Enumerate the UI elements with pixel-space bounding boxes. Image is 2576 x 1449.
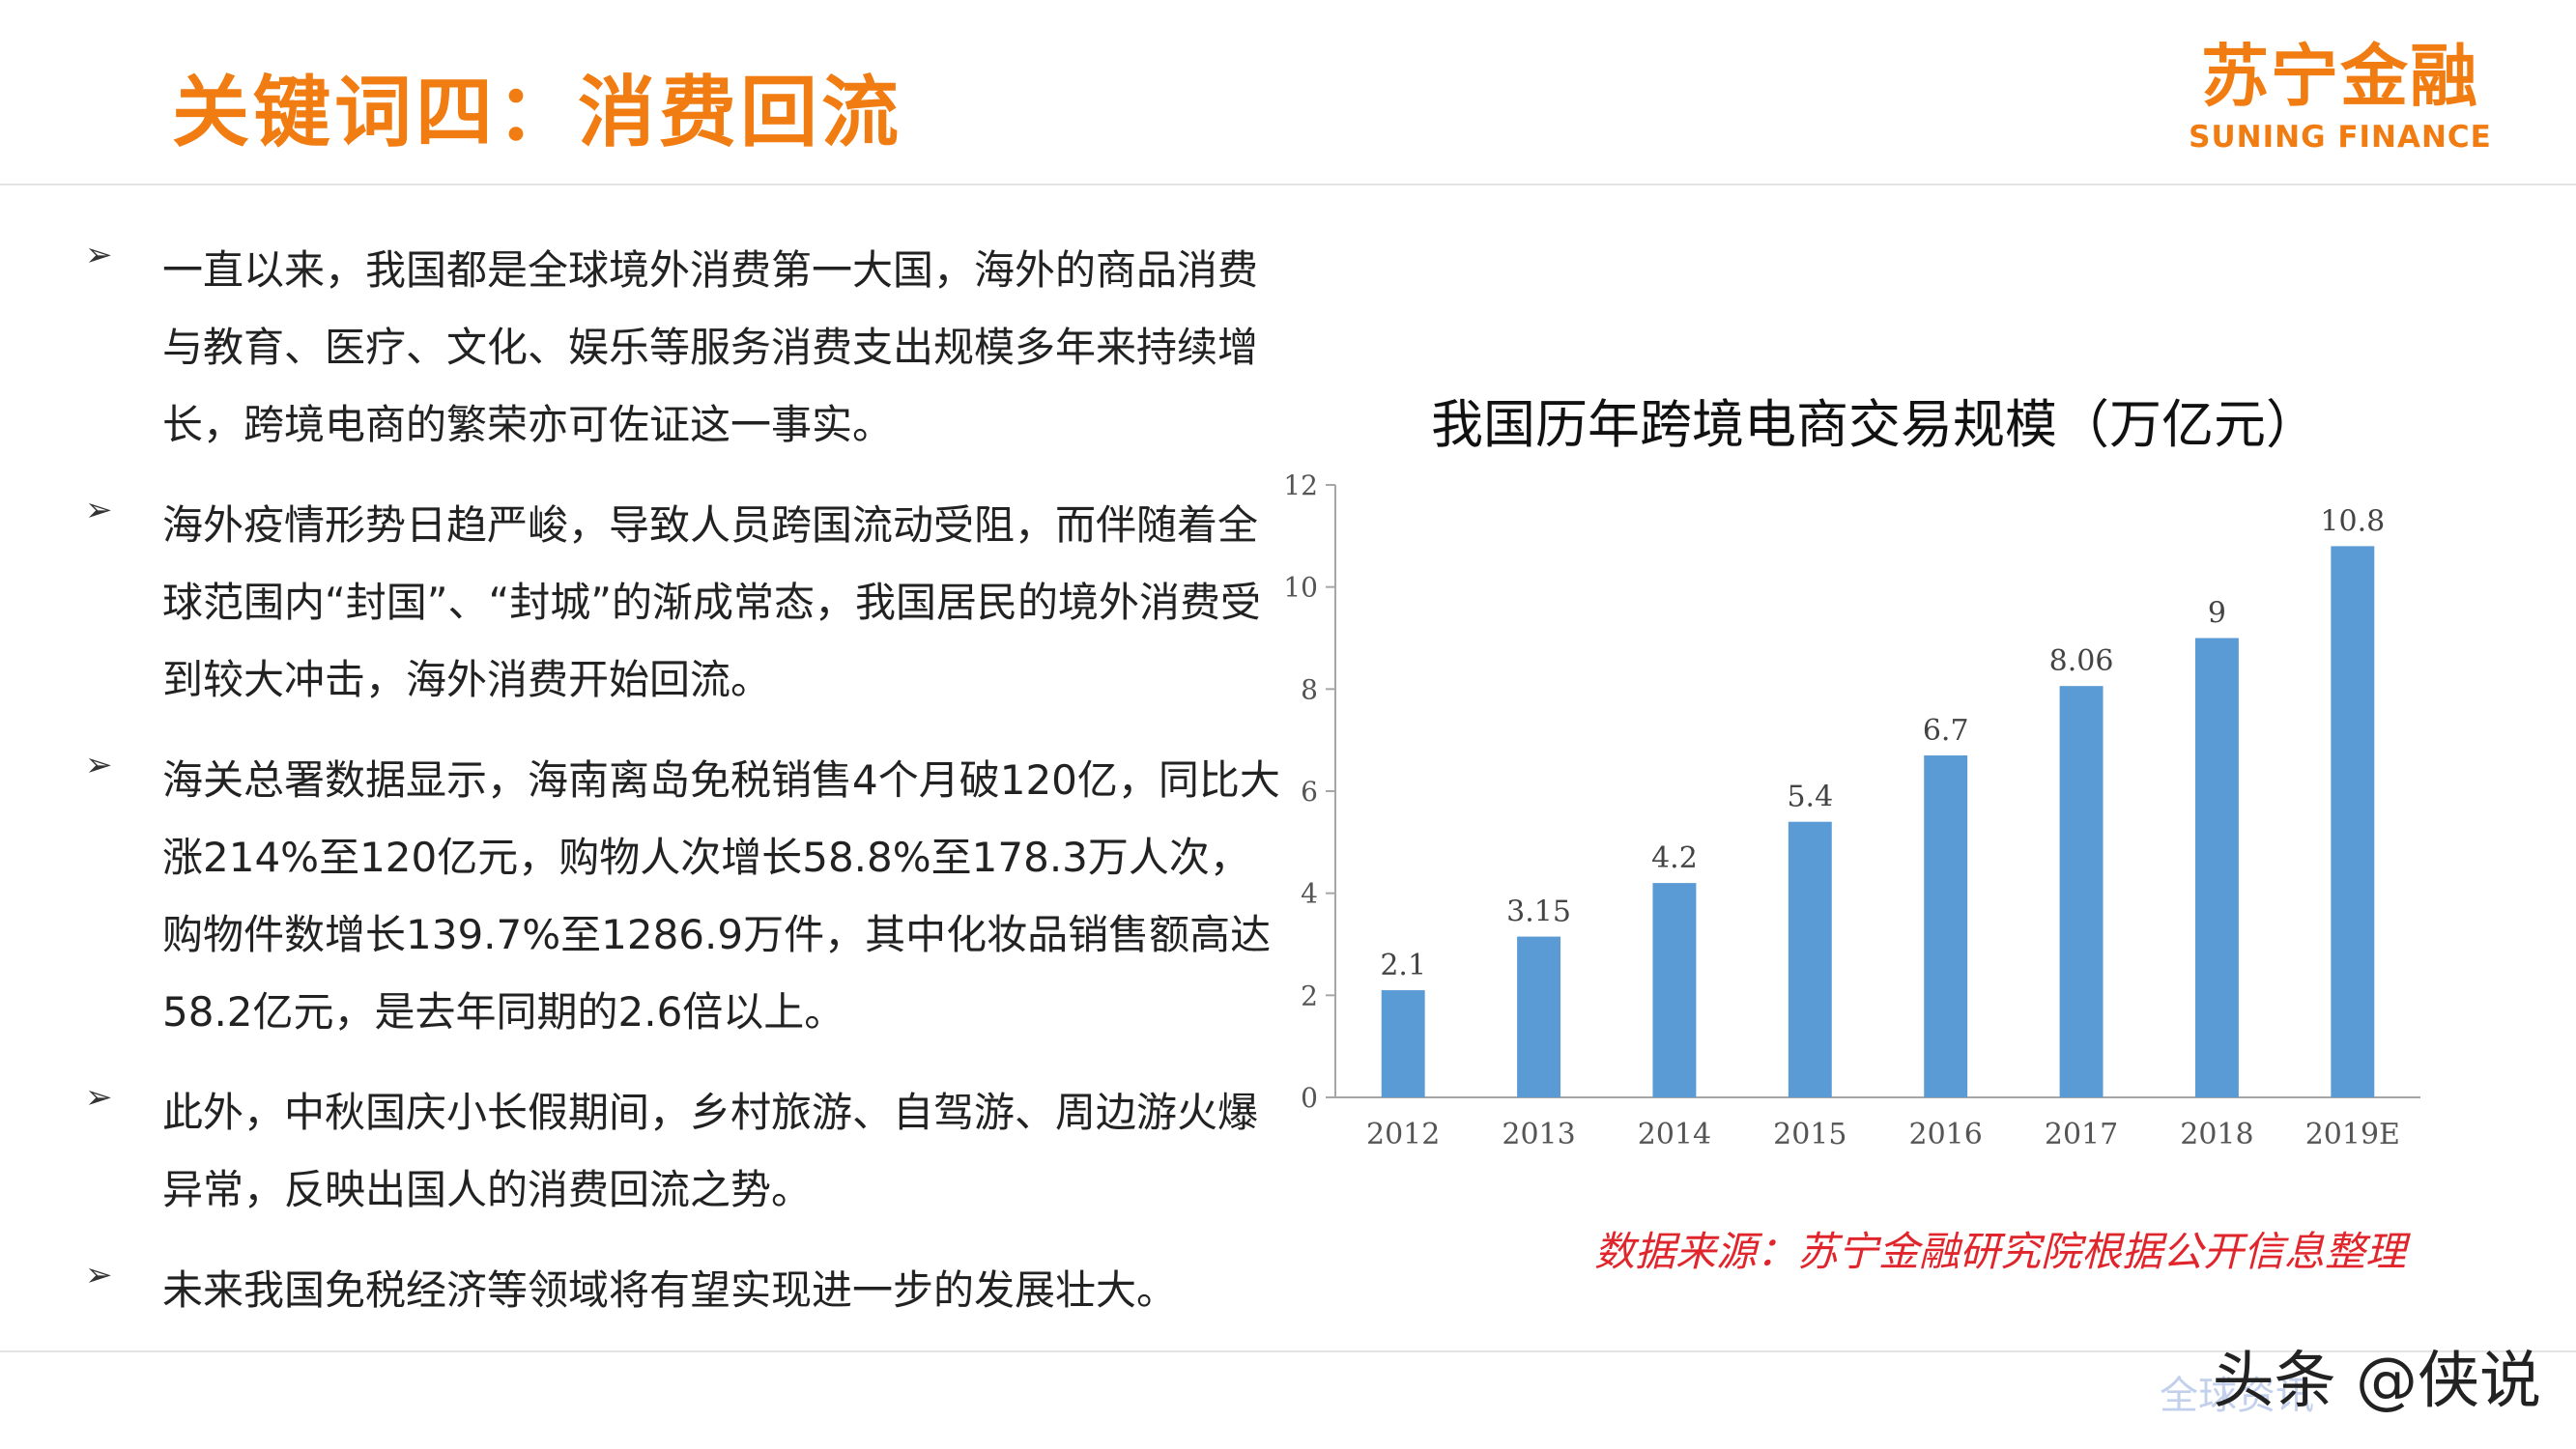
bullet-item: ➢ 海外疫情形势日趋严峻，导致人员跨国流动受阻，而伴随着全球范围内“封国”、“封…	[77, 487, 1285, 719]
data-label: 9	[2208, 597, 2226, 631]
x-tick-label: 2019E	[2305, 1118, 2400, 1151]
data-label: 8.06	[2049, 644, 2114, 678]
bar	[1517, 936, 1561, 1097]
watermark-sub: 全球资讯	[2160, 1374, 2314, 1418]
bar	[1381, 990, 1425, 1097]
bar	[1924, 755, 1968, 1097]
bullet-text: 未来我国免税经济等领域将有望实现进一步的发展壮大。	[162, 1266, 1178, 1314]
y-tick-label: 6	[1301, 776, 1318, 808]
logo-english: SUNING FINANCE	[2189, 120, 2492, 155]
arrow-bullet-icon: ➢	[85, 1256, 113, 1294]
bar	[2194, 638, 2239, 1097]
arrow-bullet-icon: ➢	[85, 1078, 113, 1117]
bar	[1652, 883, 1697, 1097]
bullet-item: ➢ 一直以来，我国都是全球境外消费第一大国，海外的商品消费与教育、医疗、文化、娱…	[77, 232, 1285, 464]
data-label: 3.15	[1506, 895, 1571, 929]
bar-chart: 0 2 4 6 8 10 12 2.1 2012 3.15 2013 4.2 2014 5.4 2015 6…	[1283, 469, 2420, 1151]
y-tick-label: 4	[1301, 878, 1318, 910]
header-divider	[0, 184, 2576, 185]
bullet-item: ➢ 海关总署数据显示，海南离岛免税销售4个月破120亿，同比大涨214%至120…	[77, 742, 1285, 1051]
y-tick-label: 2	[1301, 980, 1318, 1011]
data-label: 2.1	[1380, 949, 1426, 982]
x-tick-label: 2014	[1638, 1118, 1711, 1151]
bar	[2059, 686, 2104, 1097]
suning-finance-logo: 苏宁金融 SUNING FINANCE	[2186, 43, 2495, 155]
x-tick-label: 2018	[2180, 1118, 2253, 1151]
bullet-text: 海关总署数据显示，海南离岛免税销售4个月破120亿，同比大涨214%至120亿元…	[162, 756, 1280, 1036]
data-label: 4.2	[1651, 841, 1698, 875]
page-title: 关键词四：消费回流	[172, 68, 902, 157]
x-tick-label: 2012	[1366, 1118, 1440, 1151]
y-tick-label: 12	[1283, 469, 1318, 501]
chart-axes: 0 2 4 6 8 10 12	[1283, 469, 2420, 1114]
bullet-text: 海外疫情形势日趋严峻，导致人员跨国流动受阻，而伴随着全球范围内“封国”、“封城”…	[162, 501, 1262, 703]
bullet-text: 一直以来，我国都是全球境外消费第一大国，海外的商品消费与教育、医疗、文化、娱乐等…	[162, 246, 1259, 448]
bullet-list: ➢ 一直以来，我国都是全球境外消费第一大国，海外的商品消费与教育、医疗、文化、娱…	[77, 232, 1285, 1352]
x-tick-label: 2016	[1909, 1118, 1983, 1151]
data-label: 5.4	[1787, 781, 1833, 814]
arrow-bullet-icon: ➢	[85, 746, 113, 784]
bullet-item: ➢ 未来我国免税经济等领域将有望实现进一步的发展壮大。	[77, 1252, 1285, 1329]
logo-chinese: 苏宁金融	[2201, 37, 2479, 116]
bar	[1788, 821, 1832, 1097]
y-tick-label: 10	[1283, 572, 1318, 604]
data-source-note: 数据来源：苏宁金融研究院根据公开信息整理	[1593, 1228, 2406, 1275]
bullet-text: 此外，中秋国庆小长假期间，乡村旅游、自驾游、周边游火爆异常，反映出国人的消费回流…	[162, 1089, 1259, 1213]
chart-bars	[1381, 546, 2375, 1097]
data-label: 10.8	[2320, 504, 2385, 538]
arrow-bullet-icon: ➢	[85, 236, 113, 274]
x-tick-label: 2017	[2045, 1118, 2118, 1151]
bar	[2331, 546, 2375, 1097]
footer-divider	[0, 1350, 2576, 1352]
chart-title: 我国历年跨境电商交易规模（万亿元）	[1431, 394, 2318, 455]
bullet-item: ➢ 此外，中秋国庆小长假期间，乡村旅游、自驾游、周边游火爆异常，反映出国人的消费…	[77, 1074, 1285, 1229]
y-tick-label: 0	[1301, 1082, 1318, 1114]
watermark: 头条 @侠说	[2212, 1346, 2541, 1417]
x-tick-label: 2013	[1502, 1118, 1575, 1151]
arrow-bullet-icon: ➢	[85, 491, 113, 529]
chart-labels: 2.1 2012 3.15 2013 4.2 2014 5.4 2015 6.7 2016 8.06…	[1366, 504, 2400, 1151]
data-label: 6.7	[1923, 714, 1969, 748]
x-tick-label: 2015	[1773, 1118, 1846, 1151]
y-tick-label: 8	[1301, 673, 1318, 705]
